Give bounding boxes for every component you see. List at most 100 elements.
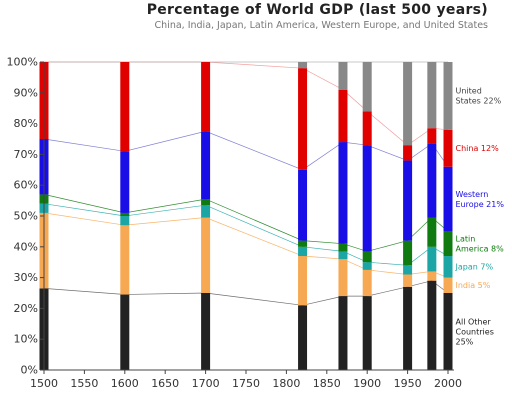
bar-segment-latin-america-1600 <box>120 212 130 216</box>
bar-segment-india-1980 <box>427 271 437 281</box>
bar-segment-all-other-countries-2000 <box>443 293 453 370</box>
bar-segment-western-europe-1600 <box>120 151 130 213</box>
bar-segment-latin-america-1820 <box>298 240 308 247</box>
x-tick-label: 1850 <box>313 377 341 390</box>
bar-segment-japan-1700 <box>201 205 211 218</box>
series-label-line: China 12% <box>456 144 500 153</box>
bar-segment-united-states-2000 <box>443 62 453 130</box>
series-line-all-other-countries <box>43 280 449 306</box>
chart-subtitle: China, India, Japan, Latin America, West… <box>154 20 488 31</box>
bar-segment-japan-1980 <box>427 246 437 272</box>
bar-segment-china-1700 <box>201 62 211 132</box>
x-tick-label: 1650 <box>151 377 179 390</box>
bar-segment-latin-america-1950 <box>403 240 413 266</box>
x-tick-label: 1900 <box>353 377 381 390</box>
bar-segment-china-1950 <box>403 145 413 161</box>
y-tick-label: 20% <box>14 302 38 315</box>
bar-segment-india-1870 <box>338 259 348 297</box>
series-label-line: All Other <box>456 317 492 326</box>
y-tick-label: 70% <box>14 148 38 161</box>
bar-segment-japan-1820 <box>298 246 308 257</box>
bar-segment-india-1950 <box>403 274 413 287</box>
bar-segment-latin-america-1980 <box>427 217 437 247</box>
series-label-line: America 8% <box>456 245 505 254</box>
series-label-line: India 5% <box>456 281 491 290</box>
bar-segment-all-other-countries-1950 <box>403 286 413 370</box>
bar-segment-latin-america-1900 <box>362 251 372 263</box>
y-tick-label: 50% <box>14 210 38 223</box>
bar-segment-japan-1600 <box>120 216 130 226</box>
bar-segment-japan-1900 <box>362 262 372 270</box>
y-tick-label: 30% <box>14 271 38 284</box>
bar-segment-western-europe-2000 <box>443 166 453 232</box>
series-label-japan: Japan 7% <box>455 263 494 272</box>
bar-segment-united-states-1950 <box>403 62 413 146</box>
series-line-japan <box>43 203 449 266</box>
x-tick-label: 2000 <box>434 377 462 390</box>
bar-segment-japan-1950 <box>403 265 413 275</box>
bar-segment-latin-america-2000 <box>443 231 453 257</box>
bar-segment-china-1870 <box>338 89 348 143</box>
y-tick-label: 100% <box>7 56 38 69</box>
series-label-line: Countries <box>456 327 494 336</box>
y-tick-label: 90% <box>14 86 38 99</box>
series-label-china: China 12% <box>456 144 500 153</box>
series-line-china <box>44 61 449 146</box>
bar-segment-united-states-1900 <box>362 62 372 112</box>
bar-segment-united-states-1870 <box>338 62 348 90</box>
series-label-line: United <box>456 87 482 96</box>
bar-segment-japan-2000 <box>443 256 453 278</box>
bar-segment-india-1600 <box>120 225 130 295</box>
series-label-all-other-countries: All Other Countries 25% <box>456 317 494 346</box>
series-label-line: Japan 7% <box>455 263 494 272</box>
bar-segment-western-europe-1950 <box>403 160 413 241</box>
bar-segment-india-1820 <box>298 256 308 306</box>
bar-segment-all-other-countries-1700 <box>201 293 211 370</box>
bar-segment-western-europe-1700 <box>201 131 211 200</box>
x-tick-label: 1700 <box>192 377 220 390</box>
bar-segment-latin-america-1870 <box>338 243 348 252</box>
series-label-latin-america: Latin America 8% <box>456 235 505 254</box>
y-tick-label: 40% <box>14 240 38 253</box>
series-label-line: States 22% <box>456 97 502 106</box>
series-label-india: India 5% <box>456 281 491 290</box>
bar-segment-india-1900 <box>362 269 372 297</box>
series-label-united-states: United States 22% <box>456 87 502 106</box>
bar-segment-china-1980 <box>427 128 437 144</box>
y-tick-label: 80% <box>14 117 38 130</box>
x-tick-label: 1500 <box>30 377 58 390</box>
bar-segment-united-states-1980 <box>427 62 437 129</box>
x-tick-label: 1950 <box>394 377 422 390</box>
bar-segment-western-europe-1900 <box>362 145 372 252</box>
bar-segment-india-2000 <box>443 277 453 293</box>
bar-segment-all-other-countries-1600 <box>120 294 130 370</box>
bar-segment-united-states-1820 <box>298 62 308 69</box>
bar-segment-japan-1870 <box>338 251 348 260</box>
bar-segment-western-europe-1870 <box>338 142 348 244</box>
bar-segment-latin-america-1700 <box>201 199 211 206</box>
chart-title: Percentage of World GDP (last 500 years) <box>146 2 488 18</box>
bar-segment-china-1600 <box>120 62 130 152</box>
series-label-line: 25% <box>456 337 474 346</box>
bar-segment-china-1820 <box>298 68 308 170</box>
bar-segment-india-1700 <box>201 217 211 293</box>
bar-segment-all-other-countries-1980 <box>427 280 437 370</box>
series-label-line: Latin <box>456 235 476 244</box>
x-tick-label: 1750 <box>232 377 260 390</box>
x-tick-label: 1600 <box>111 377 139 390</box>
x-tick-label: 1800 <box>272 377 300 390</box>
bar-segment-all-other-countries-1900 <box>362 296 372 370</box>
series-label-western-europe: Western Europe 21% <box>456 190 505 209</box>
y-tick-label: 10% <box>14 333 38 346</box>
x-tick-label: 1550 <box>70 377 98 390</box>
series-line-western-europe <box>43 130 449 171</box>
bar-segment-western-europe-1820 <box>298 169 308 241</box>
bar-segment-all-other-countries-1820 <box>298 305 308 370</box>
y-tick-label: 60% <box>14 179 38 192</box>
bar-segment-china-1900 <box>362 111 372 146</box>
series-label-line: Europe 21% <box>456 200 505 209</box>
bar-segment-western-europe-1980 <box>427 143 437 218</box>
bar-segment-all-other-countries-1870 <box>338 296 348 370</box>
series-label-line: Western <box>456 190 489 199</box>
